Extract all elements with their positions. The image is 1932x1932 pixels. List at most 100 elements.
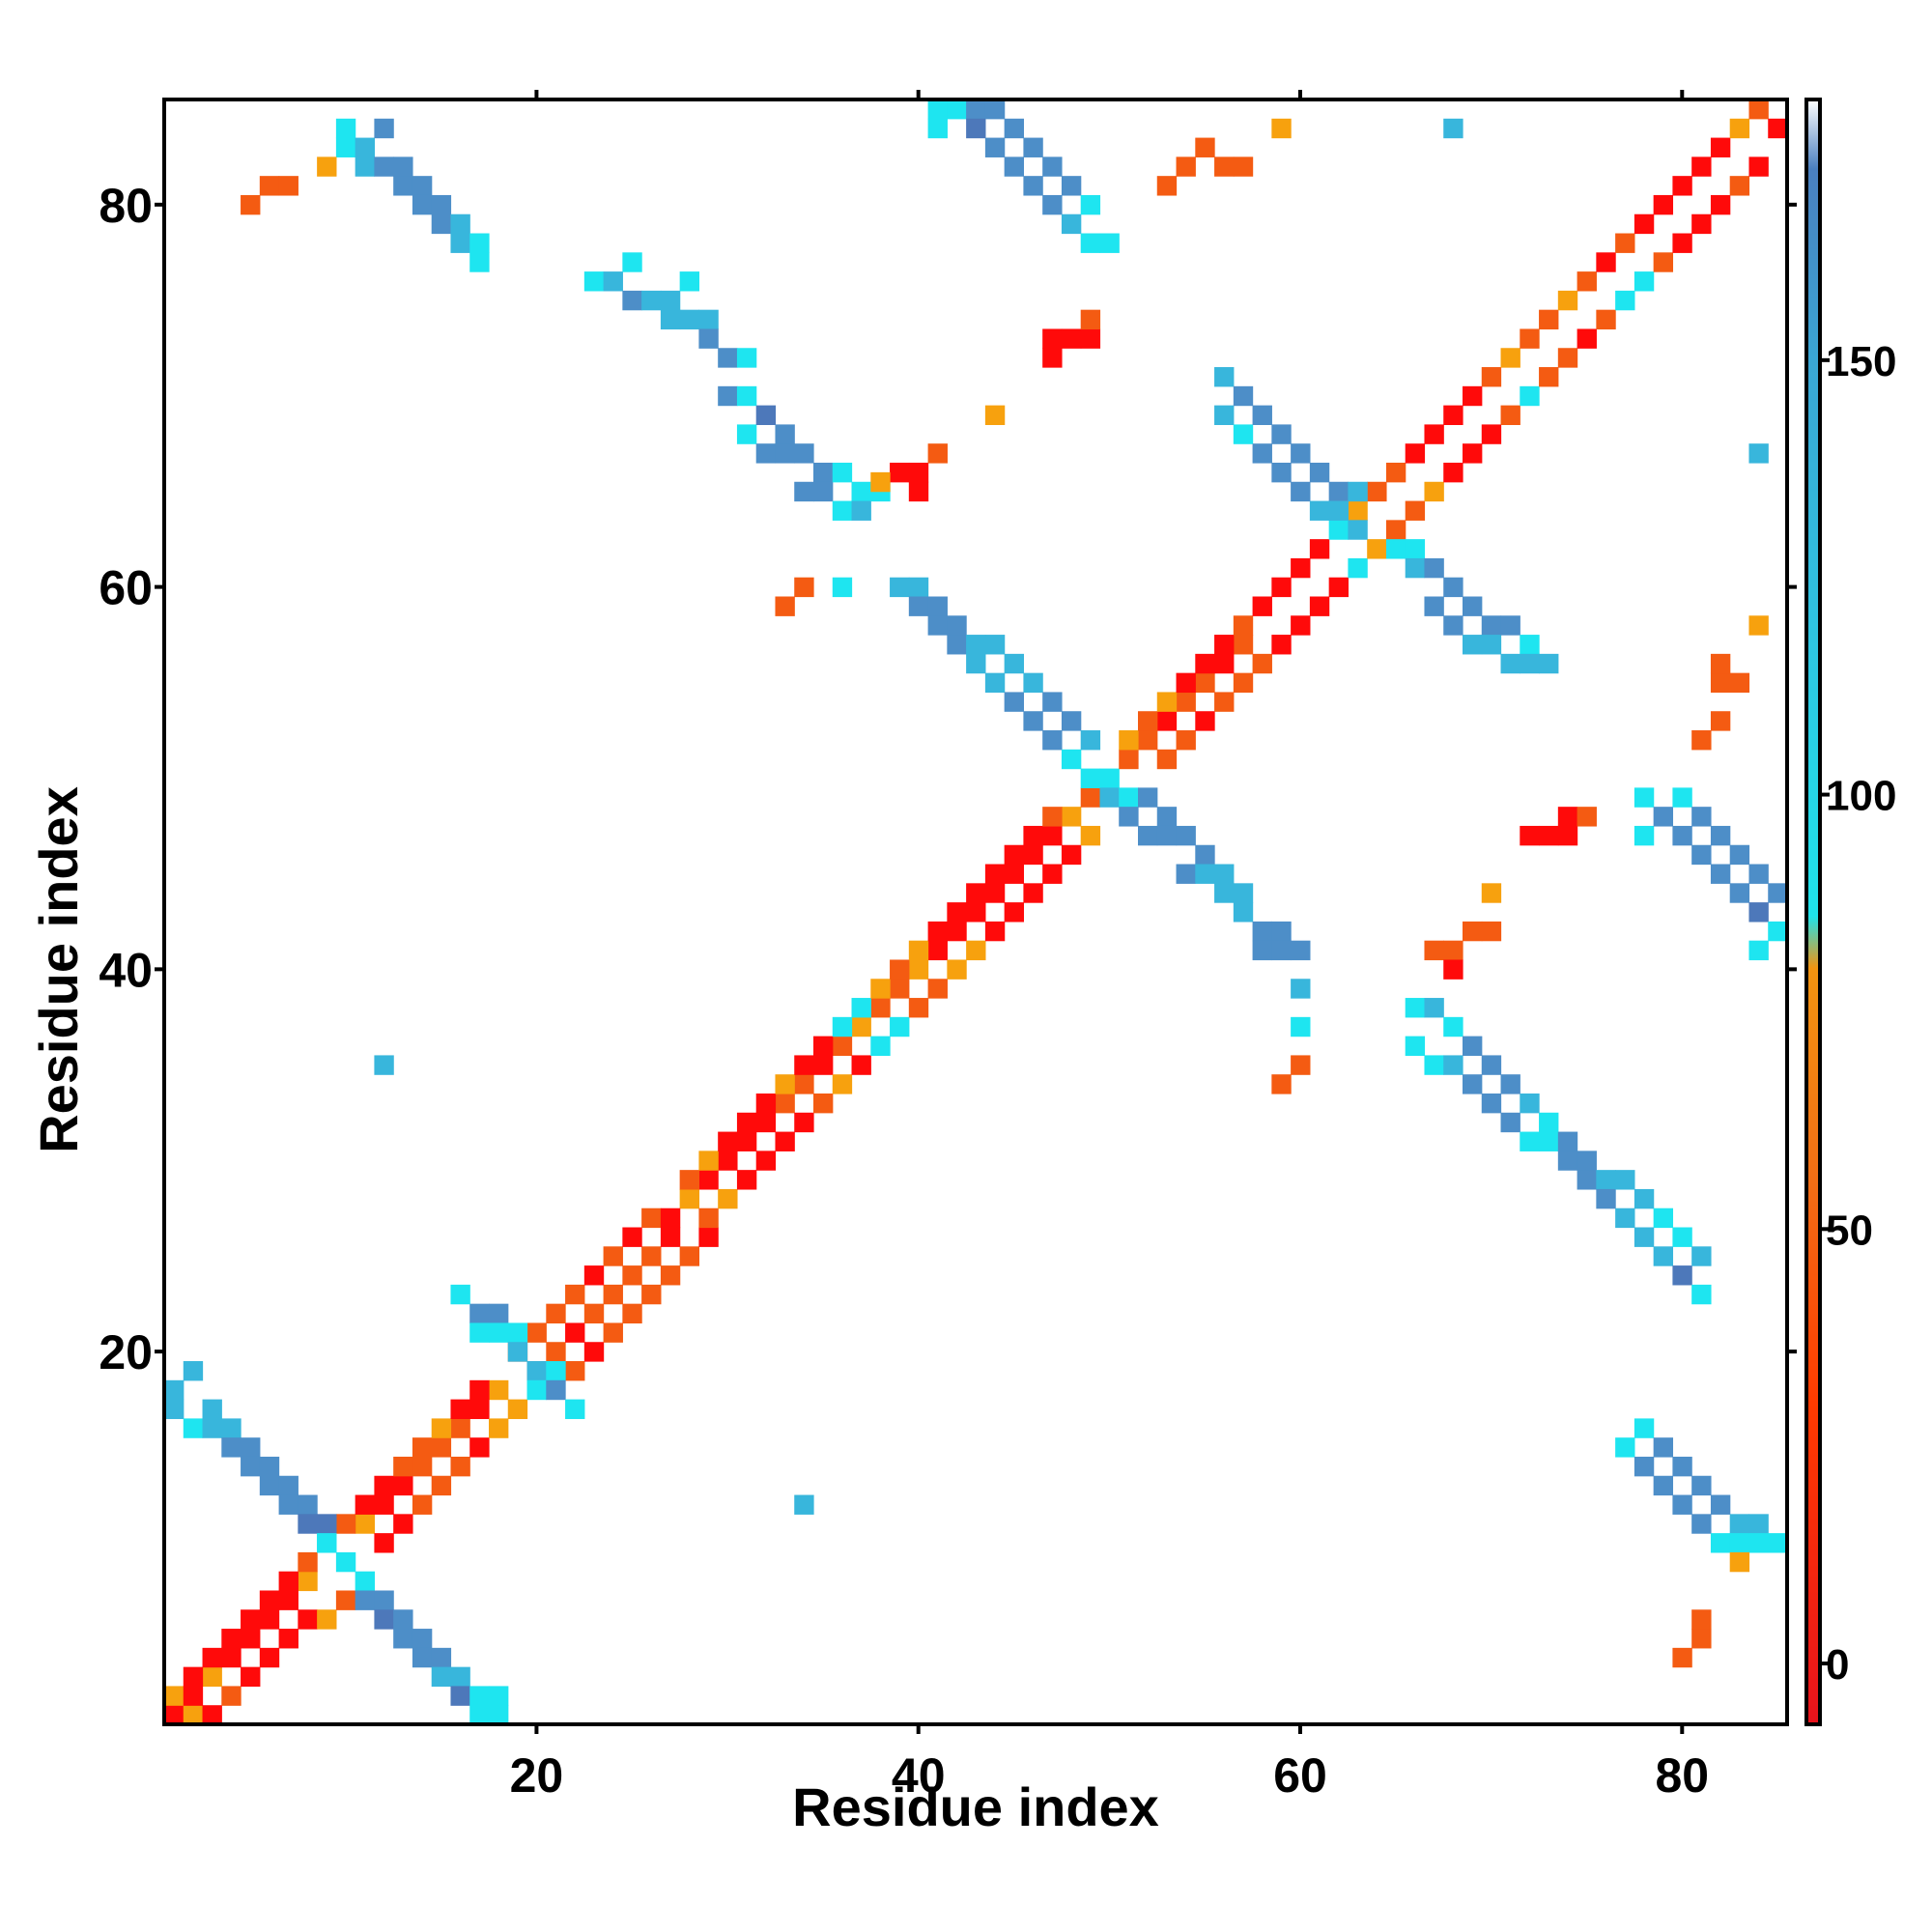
heatmap-cell (1710, 137, 1731, 157)
heatmap-cell (1634, 787, 1655, 808)
heatmap-cell (355, 1590, 376, 1610)
heatmap-cell (1291, 1055, 1311, 1075)
heatmap-cell (1672, 233, 1692, 253)
heatmap-cell (1004, 692, 1025, 712)
heatmap-cell (660, 1227, 681, 1247)
heatmap-cell (1233, 635, 1254, 655)
heatmap-cell (890, 462, 910, 483)
heatmap-cell (698, 1151, 719, 1171)
heatmap-cell (1138, 825, 1158, 846)
heatmap-cell (1042, 807, 1063, 827)
heatmap-cell (412, 1629, 433, 1649)
heatmap-cell (1042, 194, 1063, 215)
heatmap-cell (603, 1284, 623, 1305)
heatmap-cell (1252, 921, 1272, 942)
heatmap-cell (202, 1418, 222, 1438)
heatmap-cell (1023, 176, 1043, 196)
heatmap-cell (450, 233, 470, 253)
heatmap-cell (1385, 462, 1406, 483)
heatmap-cell (1252, 940, 1272, 961)
heatmap-cell (298, 1609, 318, 1630)
heatmap-cell (1004, 844, 1025, 866)
heatmap-cell (1042, 730, 1063, 751)
heatmap-cell (489, 1303, 509, 1324)
heatmap-cell (1691, 807, 1712, 827)
heatmap-cell (1443, 118, 1463, 139)
heatmap-cell (1348, 520, 1368, 540)
heatmap-cell (966, 635, 986, 655)
heatmap-cell (890, 577, 910, 598)
heatmap-cell (335, 118, 356, 139)
heatmap-cell (1557, 807, 1578, 827)
heatmap-cell (412, 194, 433, 215)
heatmap-cell (1271, 577, 1292, 598)
heatmap-cell (1710, 194, 1731, 215)
heatmap-cell (393, 176, 413, 196)
heatmap-cell (794, 577, 814, 598)
heatmap-cell (1099, 233, 1120, 253)
heatmap-cell (1710, 1494, 1731, 1515)
heatmap-cell (1691, 1609, 1712, 1630)
heatmap-cell (374, 156, 394, 177)
heatmap-cell (431, 194, 452, 215)
heatmap-cell (1443, 405, 1463, 425)
heatmap-cell (1557, 348, 1578, 368)
heatmap-cell (947, 99, 967, 120)
heatmap-cell (298, 1514, 318, 1534)
heatmap-cell (278, 1494, 298, 1515)
heatmap-cell (1328, 500, 1350, 521)
heatmap-cell (1156, 825, 1178, 846)
heatmap-cell (355, 1494, 376, 1515)
heatmap-cell (278, 1629, 298, 1649)
heatmap-cell (1443, 615, 1463, 636)
heatmap-cell (1443, 1016, 1463, 1037)
heatmap-cell (1557, 290, 1578, 311)
heatmap-cell (1214, 367, 1235, 387)
heatmap-cell (1768, 118, 1788, 139)
heatmap-cell (1348, 481, 1368, 502)
heatmap-cell (755, 1093, 777, 1114)
heatmap-cell (1424, 481, 1444, 502)
heatmap-cell (259, 176, 280, 196)
y-axis-title: Residue index (28, 786, 89, 1153)
heatmap-cell (1729, 118, 1750, 139)
heatmap-cell (1539, 653, 1559, 674)
heatmap-cell (1176, 156, 1196, 177)
heatmap-cell (870, 979, 891, 999)
heatmap-cell (259, 1456, 280, 1477)
heatmap-cell (1156, 749, 1178, 770)
heatmap-cell (1348, 557, 1368, 579)
x-tick-label: 40 (892, 1748, 946, 1803)
heatmap-cell (1042, 328, 1063, 349)
heatmap-cell (1748, 615, 1769, 636)
heatmap-cell (1061, 711, 1082, 731)
heatmap-cell (984, 864, 1006, 884)
heatmap-cell (1748, 1533, 1769, 1553)
heatmap-cell (1481, 615, 1502, 636)
heatmap-cell (1557, 1131, 1578, 1151)
heatmap-cell (450, 1666, 470, 1688)
heatmap-cell (984, 921, 1006, 942)
heatmap-cell (1252, 443, 1272, 464)
heatmap-cell (1004, 902, 1025, 923)
heatmap-cell (1481, 1055, 1502, 1075)
heatmap-cell (908, 577, 929, 598)
heatmap-cell (431, 1437, 452, 1458)
heatmap-cell (1233, 424, 1254, 444)
heatmap-cell (851, 1016, 871, 1037)
heatmap-cell (736, 424, 757, 444)
heatmap-cell (1500, 1074, 1520, 1094)
heatmap-cell (1443, 462, 1463, 483)
heatmap-cell (469, 1322, 490, 1343)
heatmap-cell (1176, 672, 1196, 694)
heatmap-cell (1653, 1475, 1674, 1496)
heatmap-cell (1080, 194, 1101, 215)
heatmap-cell (259, 1590, 280, 1610)
heatmap-cell (718, 1188, 738, 1209)
heatmap-cell (241, 1456, 261, 1477)
heatmap-cell (660, 309, 681, 330)
heatmap-cell (1405, 500, 1426, 521)
heatmap-cell (1729, 1533, 1750, 1553)
heatmap-cell (469, 252, 490, 272)
heatmap-cell (660, 290, 681, 311)
